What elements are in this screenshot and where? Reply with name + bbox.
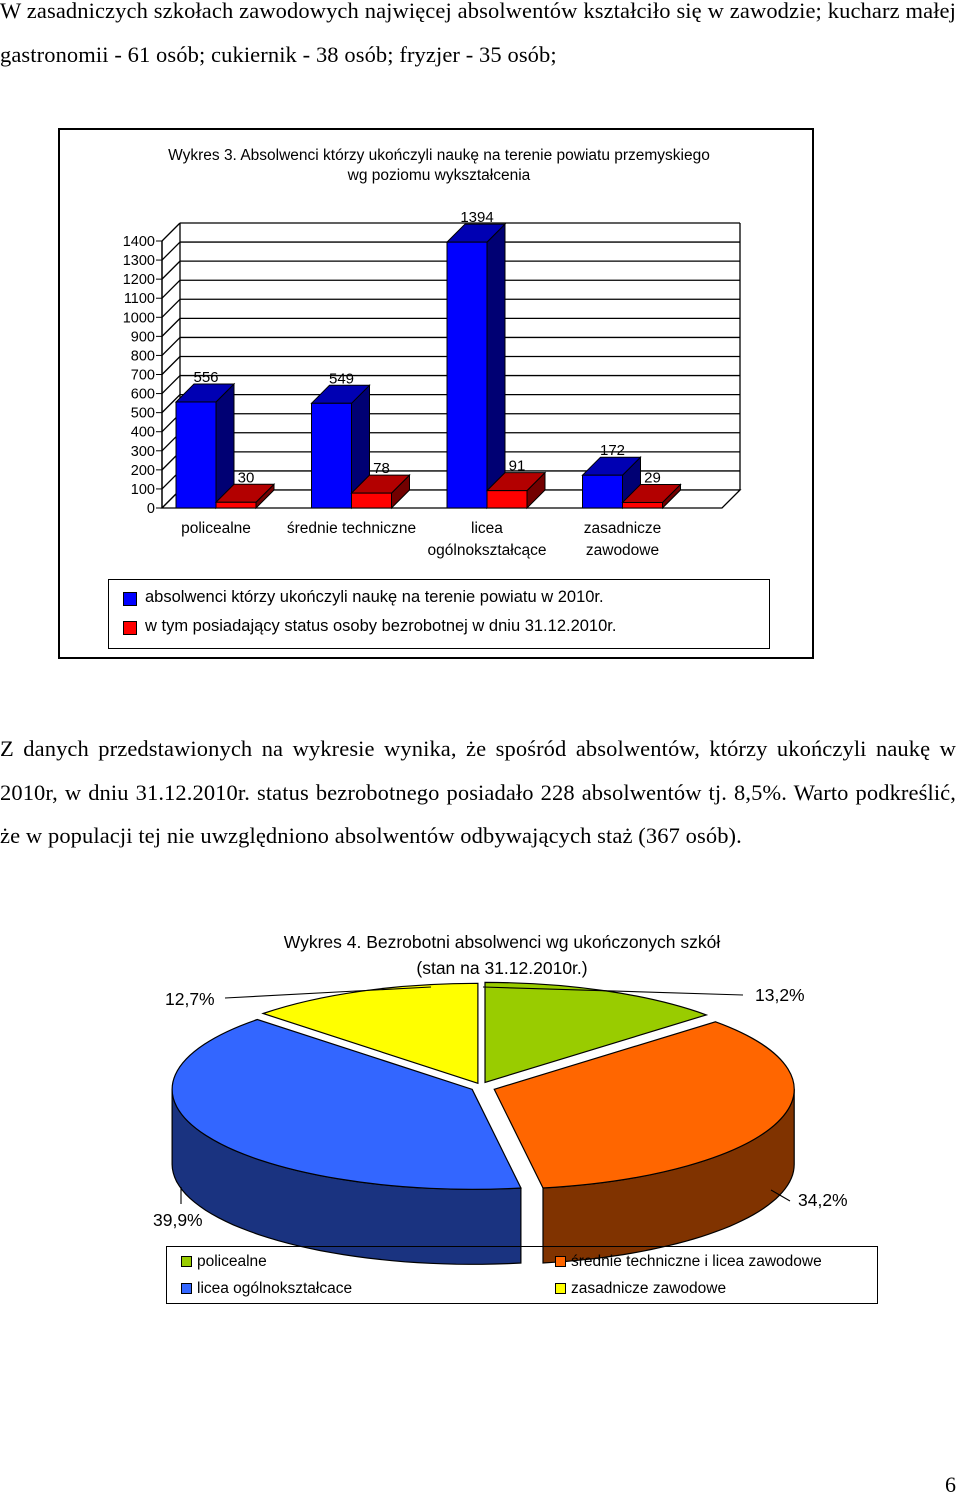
legend-item-licea: licea ogólnokształcace xyxy=(181,1280,352,1300)
bar-bezrobotni-0 xyxy=(215,501,257,509)
y-tick-label: 200 xyxy=(131,463,155,479)
legend-item-series2: w tym posiadający status osoby bezrobotn… xyxy=(123,617,617,641)
legend-label-zasadnicze: zasadnicze zawodowe xyxy=(571,1280,727,1297)
page-number: 6 xyxy=(945,1472,956,1497)
category-label: policealne xyxy=(181,520,251,537)
pie-value-label: 39,9% xyxy=(153,1210,203,1230)
bar-absolwenci-3 xyxy=(582,474,623,509)
legend-swatch-srednie xyxy=(555,1256,566,1267)
category-label: licea xyxy=(471,520,503,537)
legend-label-policealne: policealne xyxy=(197,1253,267,1270)
pie-value-label: 13,2% xyxy=(755,985,805,1005)
y-tick-label: 900 xyxy=(131,329,155,345)
y-tick-label: 1300 xyxy=(123,253,155,269)
bar-value-label: 172 xyxy=(600,442,625,459)
category-label: zawodowe xyxy=(586,542,659,559)
legend-swatch-policealne xyxy=(181,1256,192,1267)
pie-leader-line xyxy=(224,986,432,999)
y-tick-label: 100 xyxy=(131,482,155,498)
legend-label-series1: absolwenci którzy ukończyli naukę na ter… xyxy=(145,588,604,606)
pie-chart-frame: Wykres 4. Bezrobotni absolwenci wg ukońc… xyxy=(143,925,885,1305)
bar-value-label: 1394 xyxy=(460,209,493,226)
category-label: średnie techniczne xyxy=(287,520,416,537)
legend-item-policealne: policealne xyxy=(181,1253,267,1273)
y-tick-label: 400 xyxy=(131,425,155,441)
legend-swatch-licea xyxy=(181,1283,192,1294)
y-tick-label: 700 xyxy=(131,368,155,384)
pie-leader-line xyxy=(482,986,744,996)
bar-value-label: 29 xyxy=(644,469,661,486)
bar-value-label: 556 xyxy=(193,369,218,386)
legend-label-series2: w tym posiadający status osoby bezrobotn… xyxy=(145,617,617,635)
bar-absolwenci-1 xyxy=(311,402,352,509)
legend-swatch-zasadnicze xyxy=(555,1283,566,1294)
bar-value-label: 91 xyxy=(509,458,526,475)
category-label: zasadnicze xyxy=(584,520,662,537)
pie-chart: Wykres 4. Bezrobotni absolwenci wg ukońc… xyxy=(153,932,848,1265)
pie-slice-1 xyxy=(493,1021,795,1189)
y-tick-label: 1100 xyxy=(124,291,155,307)
legend-item-zasadnicze: zasadnicze zawodowe xyxy=(555,1280,726,1300)
y-tick-label: 0 xyxy=(147,501,155,517)
y-tick-label: 600 xyxy=(131,387,155,403)
bar-bezrobotni-1 xyxy=(351,492,392,509)
pie-chart-title-line2: (stan na 31.12.2010r.) xyxy=(416,958,587,978)
bar-bezrobotni-2 xyxy=(486,490,528,509)
bar-chart-title-line2: wg poziomu wykształcenia xyxy=(347,167,531,184)
y-tick-label: 1400 xyxy=(123,234,155,250)
legend-swatch-series2 xyxy=(123,621,137,635)
bar-bezrobotni-3 xyxy=(622,501,663,509)
bar-value-label: 78 xyxy=(373,460,390,477)
legend-item-series1: absolwenci którzy ukończyli naukę na ter… xyxy=(123,588,604,612)
y-tick-label: 1000 xyxy=(123,310,155,326)
bar-chart-title-line1: Wykres 3. Absolwenci którzy ukończyli na… xyxy=(168,147,710,164)
pie-value-label: 34,2% xyxy=(798,1190,848,1210)
bar-chart: Wykres 3. Absolwenci którzy ukończyli na… xyxy=(123,147,742,559)
pie-leader-line xyxy=(770,1189,791,1202)
pie-value-label: 12,7% xyxy=(165,989,215,1009)
bar-chart-frame: Wykres 3. Absolwenci którzy ukończyli na… xyxy=(58,128,814,659)
bar-value-label: 549 xyxy=(329,370,354,387)
bar-absolwenci-0 xyxy=(175,401,217,509)
bar-value-label: 30 xyxy=(238,469,255,486)
legend-label-srednie: średnie techniczne i licea zawodowe xyxy=(571,1253,822,1270)
legend-item-srednie: średnie techniczne i licea zawodowe xyxy=(555,1253,822,1273)
y-tick-label: 800 xyxy=(131,348,155,364)
pie-slice-2 xyxy=(171,1018,522,1190)
y-tick-label: 300 xyxy=(131,444,155,460)
pie-chart-legend: policealne średnie techniczne i licea za… xyxy=(166,1246,878,1304)
legend-label-licea: licea ogólnokształcace xyxy=(197,1280,353,1297)
bar-absolwenci-2 xyxy=(446,241,488,509)
legend-swatch-series1 xyxy=(123,592,137,606)
y-tick-label: 1200 xyxy=(123,272,155,288)
paragraph-top: W zasadniczych szkołach zawodowych najwi… xyxy=(0,0,956,67)
bar-side xyxy=(486,222,506,510)
category-label: ogólnokształcące xyxy=(428,542,547,559)
pie-chart-title-line1: Wykres 4. Bezrobotni absolwenci wg ukońc… xyxy=(284,932,721,952)
paragraph-middle: Z danych przedstawionych na wykresie wyn… xyxy=(0,736,956,848)
bar-chart-legend: absolwenci którzy ukończyli naukę na ter… xyxy=(108,579,770,649)
y-tick-label: 500 xyxy=(131,406,155,422)
